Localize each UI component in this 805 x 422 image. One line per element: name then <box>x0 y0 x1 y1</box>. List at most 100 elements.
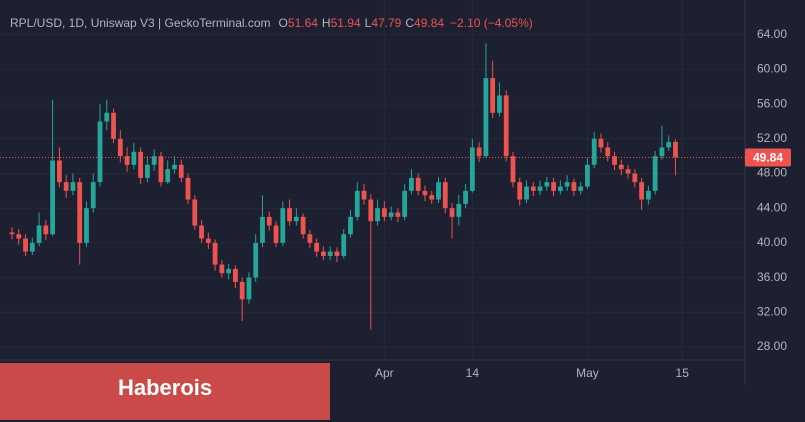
candle-body <box>172 164 177 170</box>
candle-body <box>449 208 455 217</box>
candle-body <box>145 164 150 178</box>
candle-body <box>571 182 577 191</box>
candle-body <box>436 182 441 200</box>
candle-body <box>625 169 631 174</box>
candle-body <box>280 208 286 243</box>
candle-body <box>598 138 604 148</box>
chart-title: RPL/USD, 1D, Uniswap V3 | GeckoTerminal.… <box>10 16 271 30</box>
candle-body <box>50 160 56 235</box>
candle-body <box>16 234 22 239</box>
x-tick-label: 14 <box>466 366 480 380</box>
candle-body <box>97 121 103 183</box>
y-tick-label: 28.00 <box>757 339 787 353</box>
candle-body <box>70 182 76 191</box>
candle-body <box>497 95 502 113</box>
high-value: 51.94 <box>331 16 361 30</box>
open-prefix: O <box>279 16 288 30</box>
y-tick-label: 52.00 <box>757 131 787 145</box>
candle-body <box>578 186 584 191</box>
low-prefix: L <box>365 16 372 30</box>
candle-body <box>9 232 15 235</box>
candle-body <box>429 195 435 200</box>
candle-body <box>544 182 550 187</box>
high-prefix: H <box>322 16 331 30</box>
candle-body <box>273 225 279 243</box>
candle-body <box>375 208 380 222</box>
candle-body <box>476 147 482 157</box>
y-tick-label: 32.00 <box>757 304 787 318</box>
candle-body <box>90 182 96 209</box>
low-value: 47.79 <box>371 16 401 30</box>
candle-body <box>117 138 123 157</box>
candle-body <box>307 234 313 243</box>
candle-body <box>503 95 509 157</box>
y-tick-label: 56.00 <box>757 96 787 110</box>
candle-body <box>456 203 462 217</box>
candle-body <box>551 182 556 191</box>
candle-body <box>327 251 333 256</box>
candle-body <box>165 169 171 183</box>
y-tick-label: 64.00 <box>757 27 787 41</box>
candle-body <box>612 156 617 165</box>
y-tick-label: 36.00 <box>757 270 787 284</box>
candle-body <box>395 212 401 217</box>
candle-body <box>354 190 360 217</box>
candle-body <box>334 251 340 256</box>
candle-body <box>530 186 536 191</box>
banner-text: Haberois <box>118 375 212 400</box>
candle-body <box>659 147 665 157</box>
candle-body <box>348 216 353 235</box>
candle-body <box>415 177 421 191</box>
candle-body <box>632 173 638 183</box>
candle-body <box>111 112 116 139</box>
candle-body <box>314 242 320 252</box>
candle-body <box>321 251 326 256</box>
grid <box>0 0 745 360</box>
candle-body <box>178 164 184 178</box>
y-tick-label: 44.00 <box>757 200 787 214</box>
candle-body <box>266 216 272 226</box>
candle-body <box>537 186 543 191</box>
candle-body <box>185 177 191 200</box>
close-value: 49.84 <box>414 16 444 30</box>
candle-body <box>585 164 590 187</box>
candle-body <box>368 199 374 222</box>
candle-body <box>639 182 645 200</box>
candle-body <box>652 156 658 191</box>
candle-body <box>158 156 164 183</box>
y-tick-label: 48.00 <box>757 166 787 180</box>
candle-body <box>442 182 448 209</box>
candle-body <box>63 182 69 191</box>
candle-body <box>361 190 367 200</box>
candle-body <box>524 186 529 200</box>
candle-body <box>381 208 387 217</box>
last-price-label: 49.84 <box>753 151 783 165</box>
candle-body <box>104 112 110 122</box>
candle-body <box>246 277 252 300</box>
candle-body <box>564 182 570 187</box>
candle-body <box>510 156 516 183</box>
candle-body <box>666 141 672 148</box>
x-tick-label: 15 <box>676 366 690 380</box>
last-price-box <box>745 148 791 167</box>
y-tick-label: 60.00 <box>757 62 787 76</box>
candle-body <box>469 147 475 191</box>
candle-body <box>23 238 28 252</box>
candle-body <box>463 190 468 204</box>
header: RPL/USD, 1D, Uniswap V3 | GeckoTerminal.… <box>10 16 533 30</box>
candle-body <box>618 164 624 170</box>
candle-body <box>388 212 394 217</box>
candle-body <box>199 225 204 239</box>
candle-body <box>517 182 523 200</box>
candles <box>0 43 745 330</box>
candle-body <box>219 264 225 274</box>
candle-body <box>673 141 678 158</box>
candle-body <box>409 177 414 191</box>
candle-body <box>124 156 130 165</box>
close-prefix: C <box>405 16 414 30</box>
candle-body <box>192 199 198 226</box>
y-tick-label: 40.00 <box>757 235 787 249</box>
candle-body <box>239 281 245 300</box>
candle-body <box>293 216 299 222</box>
candle-body <box>483 78 489 157</box>
